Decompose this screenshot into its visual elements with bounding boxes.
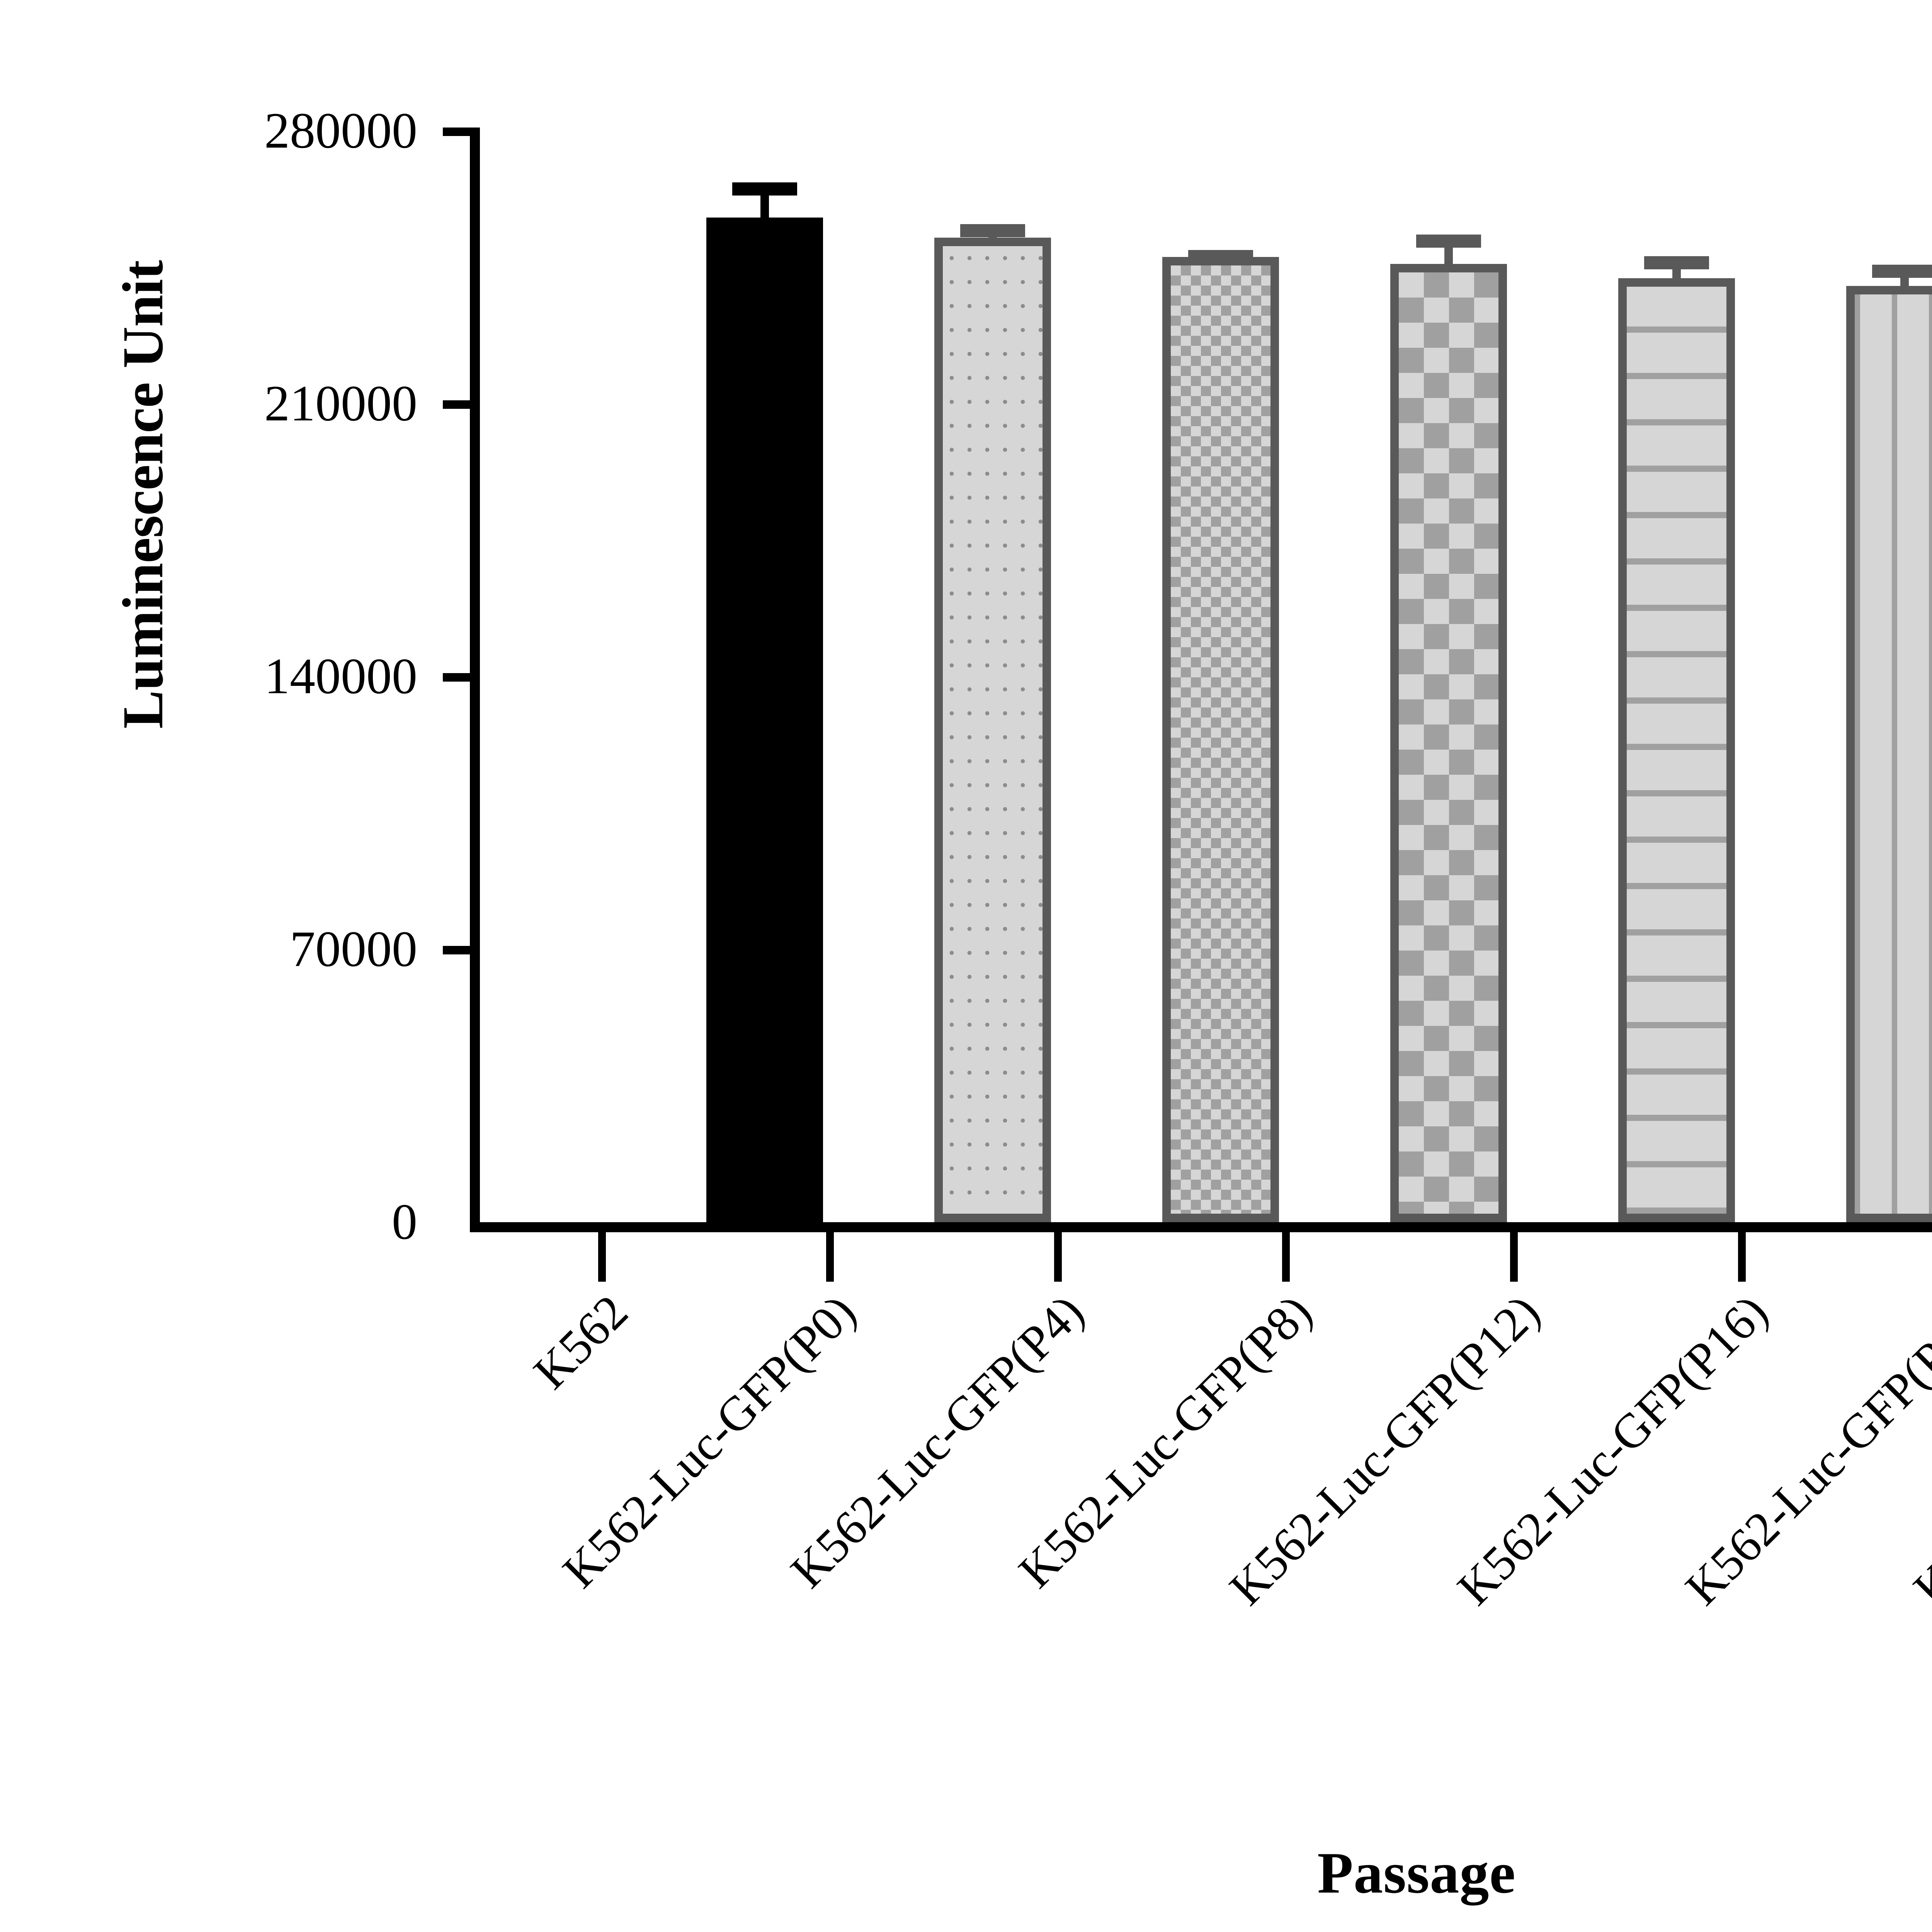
y-axis-line (470, 128, 480, 1228)
y-tick-mark (443, 400, 471, 409)
x-tick-mark (598, 1232, 606, 1282)
y-tick-label: 210000 (264, 375, 417, 432)
error-bar-k562-luc-gfp-p12 (1390, 235, 1507, 264)
bar-k562-luc-gfp-p0[interactable] (706, 218, 823, 1222)
bar-k562-luc-gfp-p20[interactable] (1846, 286, 1932, 1222)
x-tick-mark (1738, 1232, 1746, 1282)
bar-k562-luc-gfp-p4[interactable] (934, 238, 1051, 1222)
y-tick-mark (443, 946, 471, 954)
x-axis-line (470, 1222, 1932, 1232)
error-bar-k562-luc-gfp-p0 (706, 182, 823, 218)
y-tick-label: 140000 (264, 648, 417, 704)
y-tick-label: 70000 (290, 920, 417, 977)
y-tick-mark (443, 673, 471, 682)
x-tick-mark (1054, 1232, 1062, 1282)
bar-k562-luc-gfp-p12[interactable] (1390, 264, 1507, 1222)
x-tick-label-p20: K562-Luc-GFP(P20) (1675, 1285, 1932, 1616)
y-axis-title: Luminescence Unit (111, 260, 175, 729)
y-tick-label: 280000 (264, 102, 417, 159)
plot-area (480, 128, 1932, 1222)
error-bar-k562-luc-gfp-p4 (934, 224, 1051, 238)
error-bar-k562-luc-gfp-p8 (1162, 250, 1279, 263)
error-bar-k562-luc-gfp-p16 (1618, 256, 1735, 278)
x-tick-mark (826, 1232, 834, 1282)
bar-k562-luc-gfp-p16[interactable] (1618, 278, 1735, 1222)
error-bar-k562-luc-gfp-p20 (1846, 265, 1932, 286)
bar-k562-luc-gfp-p8[interactable] (1162, 257, 1279, 1222)
y-tick-label: 0 (392, 1193, 417, 1250)
x-tick-mark (1282, 1232, 1290, 1282)
x-tick-mark (1510, 1232, 1518, 1282)
y-tick-mark (443, 128, 471, 136)
x-axis-title: Passage (1317, 1840, 1516, 1905)
